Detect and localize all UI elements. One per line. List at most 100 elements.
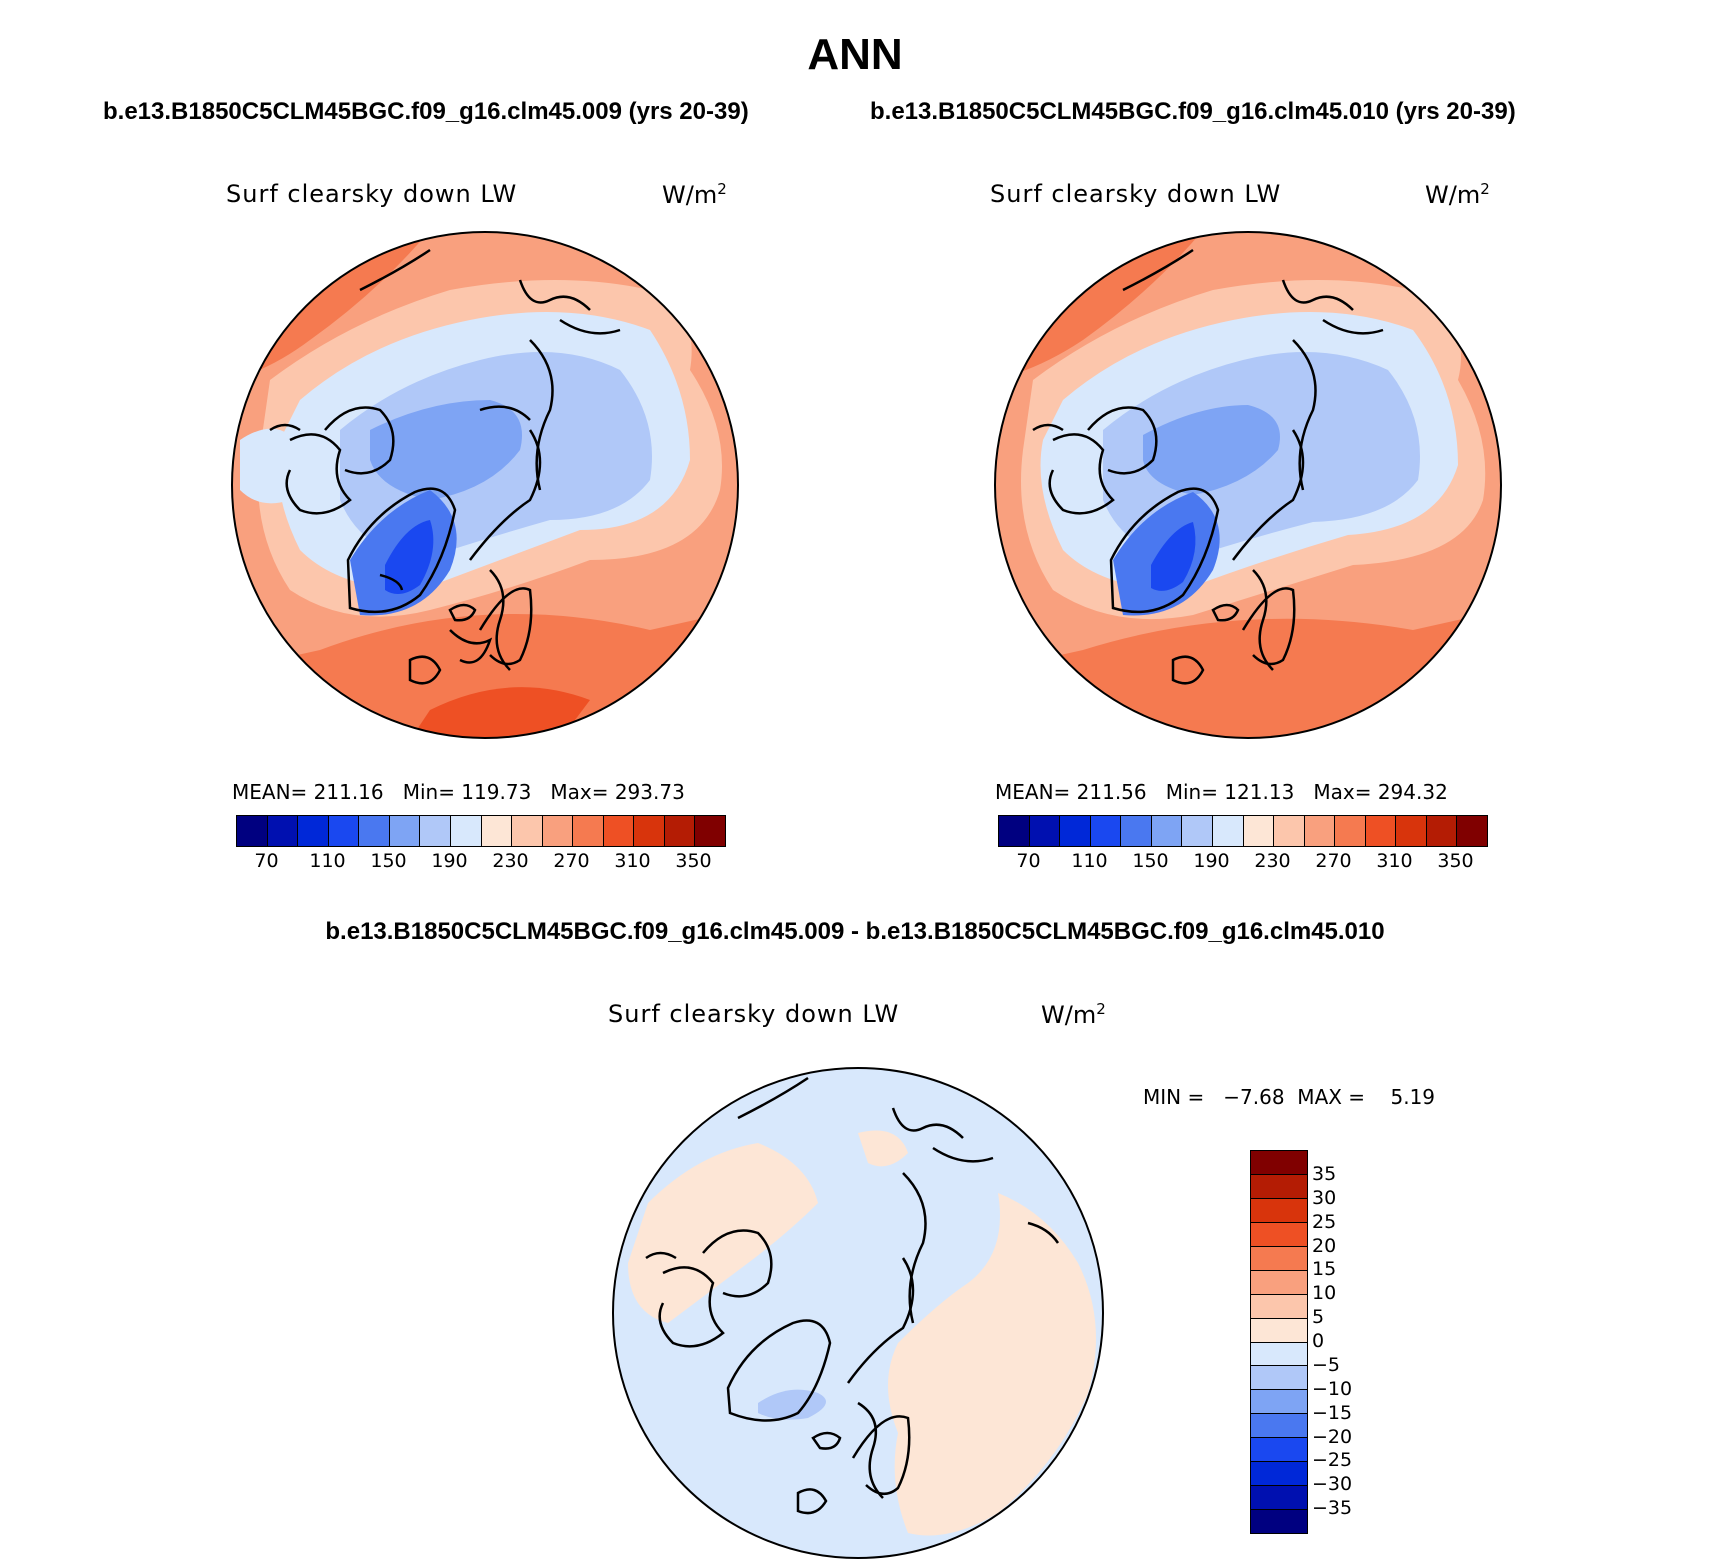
colorbar-swatch xyxy=(359,816,390,846)
colorbar-swatch xyxy=(1251,1510,1307,1533)
colorbar-label: 20 xyxy=(1312,1234,1337,1257)
panel1-colorbar-labels: 70 110 150 190 230 270 310 350 xyxy=(236,850,724,874)
colorbar-label: −25 xyxy=(1312,1449,1353,1472)
colorbar-swatch xyxy=(542,816,574,846)
colorbar-swatch xyxy=(1090,816,1122,846)
colorbar-label: 35 xyxy=(1312,1162,1337,1185)
colorbar-label: 150 xyxy=(1132,850,1169,872)
colorbar-swatch xyxy=(1251,1342,1307,1367)
colorbar-swatch xyxy=(389,816,421,846)
colorbar-label: 110 xyxy=(1071,850,1108,872)
colorbar-swatch xyxy=(603,816,635,846)
colorbar-swatch xyxy=(1396,816,1427,846)
colorbar-swatch xyxy=(1251,1222,1307,1247)
colorbar-swatch xyxy=(1251,1318,1307,1343)
colorbar-swatch xyxy=(1151,816,1183,846)
colorbar-swatch xyxy=(512,816,543,846)
colorbar-swatch xyxy=(999,816,1030,846)
panel1-stats: MEAN= 211.16 Min= 119.73 Max= 293.73 xyxy=(232,780,685,804)
colorbar-swatch xyxy=(1251,1151,1307,1175)
colorbar-label: −5 xyxy=(1312,1353,1341,1376)
colorbar-swatch xyxy=(1251,1486,1307,1511)
colorbar-swatch xyxy=(1251,1366,1307,1391)
panel1-units: W/m2 xyxy=(662,180,727,209)
colorbar-swatch xyxy=(420,816,451,846)
panel3-stats: MIN = −7.68 MAX = 5.19 xyxy=(1143,1085,1436,1109)
colorbar-label: 310 xyxy=(1376,850,1413,872)
colorbar-label: 350 xyxy=(1437,850,1474,872)
colorbar-label: 270 xyxy=(1315,850,1352,872)
panel1-variable-title: Surf clearsky down LW xyxy=(226,180,518,208)
colorbar-swatch xyxy=(1335,816,1366,846)
colorbar-swatch xyxy=(298,816,329,846)
colorbar-swatch xyxy=(634,816,665,846)
colorbar-swatch xyxy=(237,816,268,846)
colorbar-swatch xyxy=(664,816,696,846)
colorbar-label: 190 xyxy=(431,850,468,872)
panel3-colorbar xyxy=(1250,1150,1308,1534)
colorbar-label: 150 xyxy=(370,850,407,872)
colorbar-swatch xyxy=(1251,1462,1307,1487)
colorbar-label: 190 xyxy=(1193,850,1230,872)
colorbar-label: −30 xyxy=(1312,1473,1353,1496)
colorbar-swatch xyxy=(1426,816,1458,846)
colorbar-swatch xyxy=(1304,816,1336,846)
colorbar-swatch xyxy=(1251,1174,1307,1199)
case-title-right: b.e13.B1850C5CLM45BGC.f09_g16.clm45.010 … xyxy=(870,98,1516,125)
colorbar-swatch xyxy=(1121,816,1152,846)
colorbar-label: 10 xyxy=(1312,1282,1337,1305)
colorbar-swatch xyxy=(1251,1414,1307,1439)
colorbar-label: 0 xyxy=(1312,1330,1325,1352)
colorbar-swatch xyxy=(1274,816,1305,846)
colorbar-swatch xyxy=(450,816,482,846)
panel3-colorbar-labels: 35 30 25 20 15 10 5 0 −5 −10 −15 −20 −25 −30 −35 xyxy=(1312,1150,1392,1532)
colorbar-label: 25 xyxy=(1312,1210,1337,1233)
colorbar-swatch xyxy=(1182,816,1213,846)
panel2-variable-title: Surf clearsky down LW xyxy=(990,180,1282,208)
colorbar-swatch xyxy=(1212,816,1244,846)
colorbar-swatch xyxy=(695,816,725,846)
colorbar-swatch xyxy=(1243,816,1275,846)
colorbar-swatch xyxy=(1251,1294,1307,1319)
panel2-stats: MEAN= 211.56 Min= 121.13 Max= 294.32 xyxy=(995,780,1448,804)
panel1-colorbar xyxy=(236,815,726,847)
colorbar-swatch xyxy=(267,816,299,846)
colorbar-swatch xyxy=(1251,1246,1307,1271)
colorbar-label: 350 xyxy=(675,850,712,872)
colorbar-swatch xyxy=(1457,816,1487,846)
colorbar-swatch xyxy=(1251,1390,1307,1415)
colorbar-label: 310 xyxy=(614,850,651,872)
colorbar-label: −15 xyxy=(1312,1401,1353,1424)
colorbar-label: 270 xyxy=(553,850,590,872)
colorbar-swatch xyxy=(328,816,360,846)
colorbar-swatch xyxy=(1251,1438,1307,1463)
colorbar-label: 15 xyxy=(1312,1258,1337,1281)
panel2-colorbar xyxy=(998,815,1488,847)
colorbar-label: 30 xyxy=(1312,1186,1337,1209)
colorbar-swatch xyxy=(1365,816,1397,846)
colorbar-label: −35 xyxy=(1312,1497,1353,1520)
main-title: ANN xyxy=(807,30,903,79)
colorbar-swatch xyxy=(1060,816,1091,846)
panel2-units: W/m2 xyxy=(1425,180,1490,209)
colorbar-label: 70 xyxy=(1016,850,1041,872)
panel3-units: W/m2 xyxy=(1041,1000,1106,1029)
colorbar-label: −20 xyxy=(1312,1425,1353,1448)
colorbar-label: 230 xyxy=(492,850,529,872)
colorbar-swatch xyxy=(1251,1270,1307,1295)
colorbar-label: 70 xyxy=(254,850,279,872)
colorbar-swatch xyxy=(573,816,604,846)
colorbar-label: 230 xyxy=(1254,850,1291,872)
colorbar-swatch xyxy=(1251,1198,1307,1223)
panel3-polar-map xyxy=(612,1067,1104,1559)
colorbar-swatch xyxy=(1029,816,1061,846)
panel1-polar-map xyxy=(231,231,739,739)
difference-title: b.e13.B1850C5CLM45BGC.f09_g16.clm45.009 … xyxy=(325,918,1385,945)
colorbar-label: 5 xyxy=(1312,1306,1325,1329)
panel2-colorbar-labels: 70 110 150 190 230 270 310 350 xyxy=(998,850,1486,874)
case-title-left: b.e13.B1850C5CLM45BGC.f09_g16.clm45.009 … xyxy=(103,98,749,125)
panel3-variable-title: Surf clearsky down LW xyxy=(608,1000,900,1028)
colorbar-label: 110 xyxy=(309,850,346,872)
colorbar-label: −10 xyxy=(1312,1377,1353,1400)
colorbar-swatch xyxy=(481,816,513,846)
